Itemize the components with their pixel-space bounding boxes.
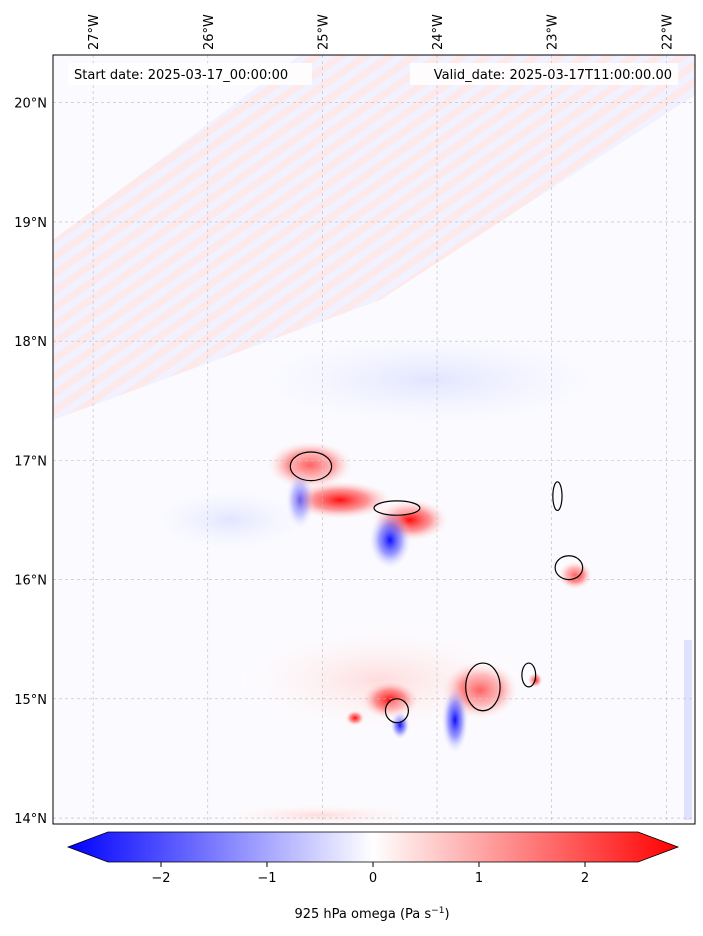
island-coastline [554,555,584,581]
lat-tick-label: 14°N [14,812,47,827]
map-frame [52,54,696,825]
lat-tick-label: 15°N [14,693,47,708]
island-coastline [373,500,421,516]
coastlines [289,451,584,724]
island-coastline [384,698,409,724]
omega-positive [345,710,365,726]
colorbar-tick-label: −1 [257,871,276,886]
colorbar-label: 925 hPa omega (Pa s−1) [294,906,449,922]
lat-tick-label: 18°N [14,335,47,350]
lon-tick-label: 23°W [546,14,561,50]
field-patch [200,320,660,440]
lat-tick-label: 19°N [14,216,47,231]
lon-tick-label: 27°W [87,14,102,50]
colorbar-tick-label: 0 [369,871,377,886]
colorbar-tick-label: 1 [475,871,483,886]
field-patch [130,480,330,560]
longitude-labels: 27°W 26°W 25°W 24°W 23°W 22°W [87,14,675,50]
omega-positive [360,680,420,720]
omega-negative [285,470,315,530]
valid-date-box [410,63,678,85]
start-date-box [68,63,312,85]
omega-positive [557,560,593,590]
colorbar-body [66,831,680,863]
start-date-label: Start date: 2025-03-17_00:00:00 [74,68,288,83]
colorbar-ticks: −2 −1 0 1 2 [151,862,589,886]
lon-tick-label: 24°W [431,14,446,50]
island-coastline [552,481,563,512]
latitude-labels: 20°N 19°N 18°N 17°N 16°N 15°N 14°N [14,97,47,827]
omega-negative [368,510,412,570]
omega-negative [441,685,469,755]
island-coastline [465,662,501,712]
wave-pattern-region [53,55,695,420]
lat-tick-label: 17°N [14,454,47,469]
island-coastline [289,451,333,482]
omega-positive [265,440,355,490]
lat-tick-label: 20°N [14,97,47,112]
lon-tick-label: 25°W [316,14,331,50]
colorbar: −2 −1 0 1 2 925 hPa omega (Pa s−1) [66,831,680,922]
gridlines [53,55,695,824]
field-patch [200,803,440,824]
colorbar-tick-label: 2 [581,871,589,886]
map-panel [53,55,695,824]
valid-date-label: Valid_date: 2025-03-17T11:00:00.00 [434,68,672,83]
lon-tick-label: 26°W [202,14,217,50]
island-coastline [521,662,537,688]
lon-tick-label: 22°W [660,14,675,50]
lat-tick-label: 16°N [14,574,47,589]
colorbar-tick-label: −2 [151,871,170,886]
omega-negative [390,710,410,740]
